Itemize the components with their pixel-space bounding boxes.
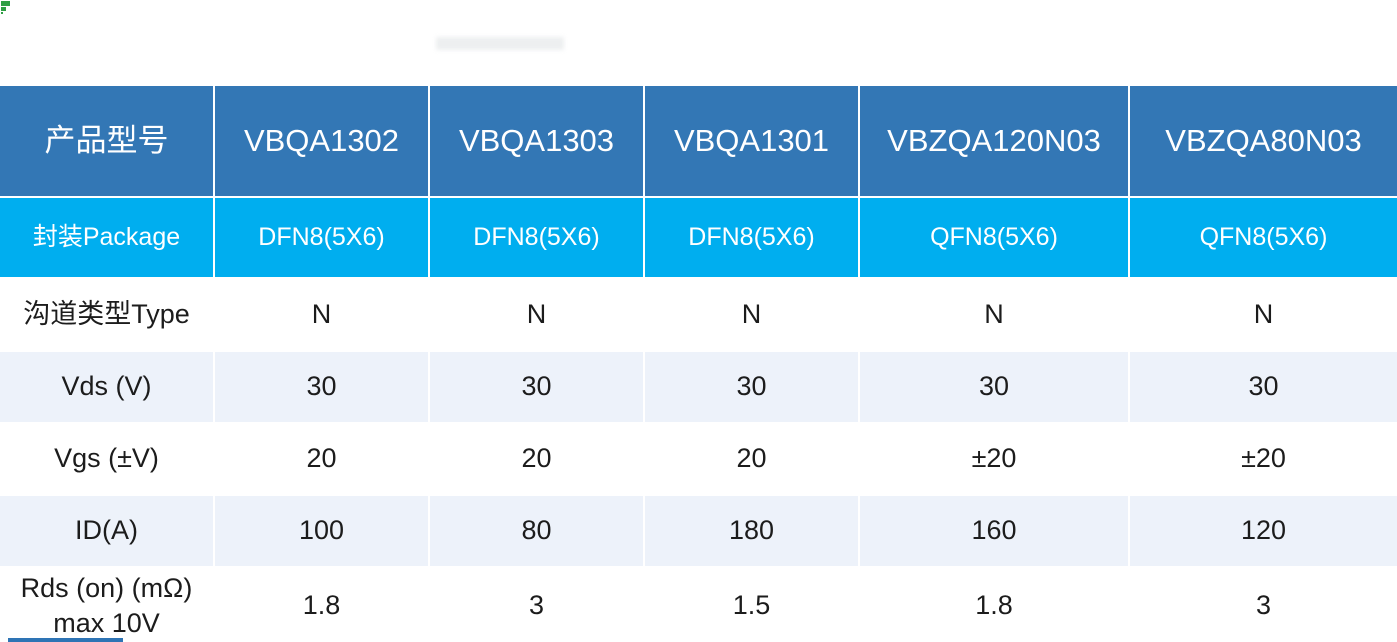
row-label-vgs: Vgs (±V) bbox=[0, 424, 213, 494]
cell-id: 120 bbox=[1130, 496, 1397, 566]
cell-rds-on: 1.8 bbox=[860, 568, 1128, 642]
cell-vgs: 20 bbox=[430, 424, 643, 494]
clipped-blue-bar bbox=[8, 638, 123, 642]
cell-vds: 30 bbox=[860, 352, 1128, 422]
cell-rds-on: 1.8 bbox=[215, 568, 428, 642]
cell-package: QFN8(5X6) bbox=[860, 198, 1128, 277]
cell-id: 80 bbox=[430, 496, 643, 566]
faint-watermark bbox=[436, 37, 564, 50]
cell-vgs: ±20 bbox=[1130, 424, 1397, 494]
header-cell-model: VBZQA80N03 bbox=[1130, 86, 1397, 196]
row-label-vds: Vds (V) bbox=[0, 352, 213, 422]
green-corner-mark-part bbox=[1, 7, 6, 11]
header-cell-model: VBZQA120N03 bbox=[860, 86, 1128, 196]
cell-channel-type: N bbox=[430, 279, 643, 350]
cell-id: 100 bbox=[215, 496, 428, 566]
cell-package: DFN8(5X6) bbox=[215, 198, 428, 277]
cell-package: DFN8(5X6) bbox=[645, 198, 858, 277]
cell-channel-type: N bbox=[860, 279, 1128, 350]
cell-package: DFN8(5X6) bbox=[430, 198, 643, 277]
cell-channel-type: N bbox=[215, 279, 428, 350]
product-spec-table: 产品型号 VBQA1302 VBQA1303 VBQA1301 VBZQA120… bbox=[0, 86, 1397, 642]
cell-channel-type: N bbox=[1130, 279, 1397, 350]
cell-id: 180 bbox=[645, 496, 858, 566]
row-label-package: 封装Package bbox=[0, 198, 213, 277]
row-label-id: ID(A) bbox=[0, 496, 213, 566]
cell-vgs: ±20 bbox=[860, 424, 1128, 494]
cell-rds-on: 3 bbox=[1130, 568, 1397, 642]
green-corner-mark-icon bbox=[1, 1, 11, 14]
header-cell-model: VBQA1303 bbox=[430, 86, 643, 196]
header-cell-model: VBQA1302 bbox=[215, 86, 428, 196]
header-cell-product-model-label: 产品型号 bbox=[0, 86, 213, 196]
cell-id: 160 bbox=[860, 496, 1128, 566]
green-corner-mark-part bbox=[1, 12, 3, 14]
row-label-channel-type: 沟道类型Type bbox=[0, 279, 213, 350]
row-label-rds-on: Rds (on) (mΩ) max 10V bbox=[0, 568, 213, 642]
cell-vgs: 20 bbox=[645, 424, 858, 494]
header-cell-model: VBQA1301 bbox=[645, 86, 858, 196]
cell-vds: 30 bbox=[1130, 352, 1397, 422]
cell-package: QFN8(5X6) bbox=[1130, 198, 1397, 277]
cell-rds-on: 3 bbox=[430, 568, 643, 642]
green-corner-mark-part bbox=[1, 1, 10, 6]
cell-channel-type: N bbox=[645, 279, 858, 350]
cell-vds: 30 bbox=[430, 352, 643, 422]
cell-vds: 30 bbox=[215, 352, 428, 422]
cell-rds-on: 1.5 bbox=[645, 568, 858, 642]
cell-vds: 30 bbox=[645, 352, 858, 422]
cell-vgs: 20 bbox=[215, 424, 428, 494]
